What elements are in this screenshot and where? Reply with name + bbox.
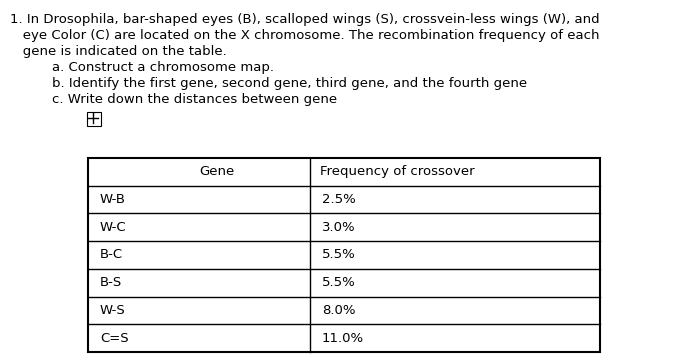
Text: B-C: B-C bbox=[100, 248, 123, 261]
Text: 1. In Drosophila, bar-shaped eyes (B), scalloped wings (S), crossvein-less wings: 1. In Drosophila, bar-shaped eyes (B), s… bbox=[10, 13, 599, 26]
Text: Gene: Gene bbox=[199, 165, 234, 178]
Text: eye Color (C) are located on the X chromosome. The recombination frequency of ea: eye Color (C) are located on the X chrom… bbox=[10, 29, 599, 42]
Text: 3.0%: 3.0% bbox=[322, 221, 356, 234]
Text: B-S: B-S bbox=[100, 276, 122, 289]
Text: gene is indicated on the table.: gene is indicated on the table. bbox=[10, 45, 227, 58]
Text: c. Write down the distances between gene: c. Write down the distances between gene bbox=[52, 93, 337, 106]
Bar bbox=[87, 112, 101, 126]
Text: 11.0%: 11.0% bbox=[322, 332, 364, 345]
Text: C=S: C=S bbox=[100, 332, 129, 345]
Text: b. Identify the first gene, second gene, third gene, and the fourth gene: b. Identify the first gene, second gene,… bbox=[52, 77, 527, 90]
Text: 5.5%: 5.5% bbox=[322, 248, 356, 261]
Text: 8.0%: 8.0% bbox=[322, 304, 356, 317]
Bar bbox=[88, 158, 600, 352]
Text: W-C: W-C bbox=[100, 221, 127, 234]
Text: a. Construct a chromosome map.: a. Construct a chromosome map. bbox=[52, 61, 274, 74]
Text: 2.5%: 2.5% bbox=[322, 193, 356, 206]
Text: W-B: W-B bbox=[100, 193, 126, 206]
Text: 5.5%: 5.5% bbox=[322, 276, 356, 289]
Text: W-S: W-S bbox=[100, 304, 126, 317]
Text: Frequency of crossover: Frequency of crossover bbox=[320, 165, 475, 178]
